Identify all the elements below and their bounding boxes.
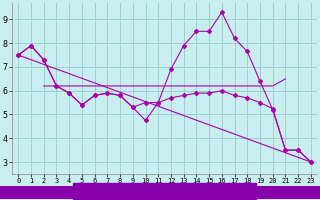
X-axis label: Windchill (Refroidissement éolien,°C): Windchill (Refroidissement éolien,°C) bbox=[79, 188, 250, 197]
